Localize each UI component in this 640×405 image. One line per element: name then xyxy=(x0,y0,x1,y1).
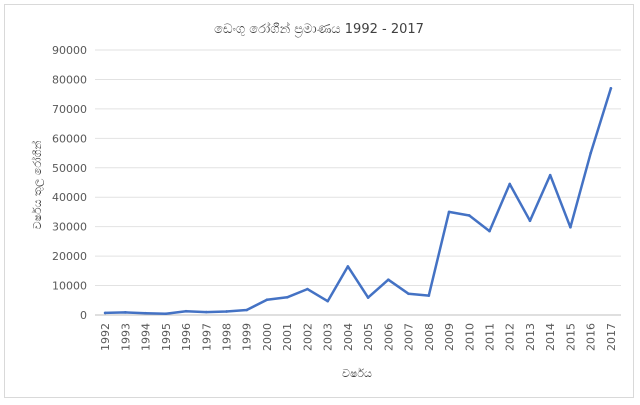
x-tick-label: 2017 xyxy=(605,323,618,351)
x-axis-title: වර්ෂය xyxy=(342,367,372,380)
x-tick-label: 2009 xyxy=(443,323,456,351)
x-tick-label: 1995 xyxy=(160,323,173,351)
y-tick-label: 10000 xyxy=(52,280,87,293)
x-tick-label: 2006 xyxy=(382,323,395,351)
x-tick-label: 1999 xyxy=(241,323,254,351)
x-tick-label: 2011 xyxy=(484,323,497,351)
x-tick-label: 2004 xyxy=(342,323,355,351)
x-tick-label: 2014 xyxy=(544,323,557,351)
y-tick-label: 50000 xyxy=(52,162,87,175)
data-point xyxy=(265,298,269,301)
data-point xyxy=(569,225,572,229)
x-tick-label: 2013 xyxy=(524,323,537,351)
x-axis: 1992 1993 1994 1995 1996 1997 1998 1999 2000 2001… xyxy=(99,323,618,351)
chart-frame: ඩෙංගු රෝගීන් ප්‍රමාණය 1992 - 2017 0 10000… xyxy=(4,4,634,398)
x-tick-label: 1992 xyxy=(99,323,112,351)
x-tick-label: 2012 xyxy=(504,323,517,351)
series-line xyxy=(103,87,613,315)
data-point xyxy=(467,214,471,217)
data-point xyxy=(366,296,370,299)
data-point xyxy=(488,229,491,233)
x-tick-label: 2015 xyxy=(564,323,577,351)
x-tick-label: 1997 xyxy=(200,323,213,351)
data-point xyxy=(245,308,249,312)
y-tick-label: 0 xyxy=(80,309,87,322)
y-tick-label: 70000 xyxy=(52,103,87,116)
data-point xyxy=(204,310,208,314)
data-point xyxy=(306,287,309,291)
data-point xyxy=(427,294,431,297)
x-tick-label: 2001 xyxy=(281,323,294,351)
y-tick-label: 90000 xyxy=(52,44,87,57)
y-tick-label: 20000 xyxy=(52,250,87,263)
x-tick-label: 2008 xyxy=(423,323,436,351)
gridlines xyxy=(95,49,621,316)
data-point xyxy=(285,296,289,299)
x-tick-label: 1993 xyxy=(119,323,132,351)
chart-title: ඩෙංගු රෝගීන් ප්‍රමාණය 1992 - 2017 xyxy=(214,21,424,37)
x-tick-label: 2010 xyxy=(463,323,476,351)
y-axis: 0 10000 20000 30000 40000 50000 60000 70000 8000… xyxy=(52,44,87,322)
x-tick-label: 2016 xyxy=(585,323,598,351)
data-point xyxy=(124,311,127,314)
data-point xyxy=(326,299,329,303)
y-tick-label: 40000 xyxy=(52,191,87,204)
data-point xyxy=(508,182,512,186)
y-tick-label: 60000 xyxy=(52,132,87,145)
line-chart: ඩෙංගු රෝගීන් ප්‍රමාණය 1992 - 2017 0 10000… xyxy=(30,21,621,380)
x-tick-label: 2002 xyxy=(301,323,314,351)
series-dengue-cases xyxy=(103,86,613,315)
data-point xyxy=(387,278,390,281)
x-tick-label: 2000 xyxy=(261,323,274,351)
y-tick-label: 80000 xyxy=(52,73,87,86)
y-tick-label: 30000 xyxy=(52,221,87,234)
data-point xyxy=(589,151,592,155)
data-point xyxy=(609,86,613,90)
x-tick-label: 2003 xyxy=(322,323,335,351)
data-point xyxy=(548,173,552,177)
data-point xyxy=(407,292,410,296)
data-point xyxy=(103,311,107,315)
data-point xyxy=(528,219,532,223)
x-tick-label: 2007 xyxy=(403,323,416,351)
x-tick-label: 1998 xyxy=(221,323,234,351)
data-point xyxy=(447,210,451,214)
data-point xyxy=(184,309,188,313)
data-point xyxy=(225,310,228,313)
x-tick-label: 1994 xyxy=(140,323,153,351)
y-axis-title: වර්ෂය තුල රෝගීන් xyxy=(30,141,45,230)
x-tick-label: 1996 xyxy=(180,323,193,351)
data-point xyxy=(346,265,350,268)
data-point xyxy=(144,311,147,315)
data-point xyxy=(164,312,168,315)
x-tick-label: 2005 xyxy=(362,323,375,351)
